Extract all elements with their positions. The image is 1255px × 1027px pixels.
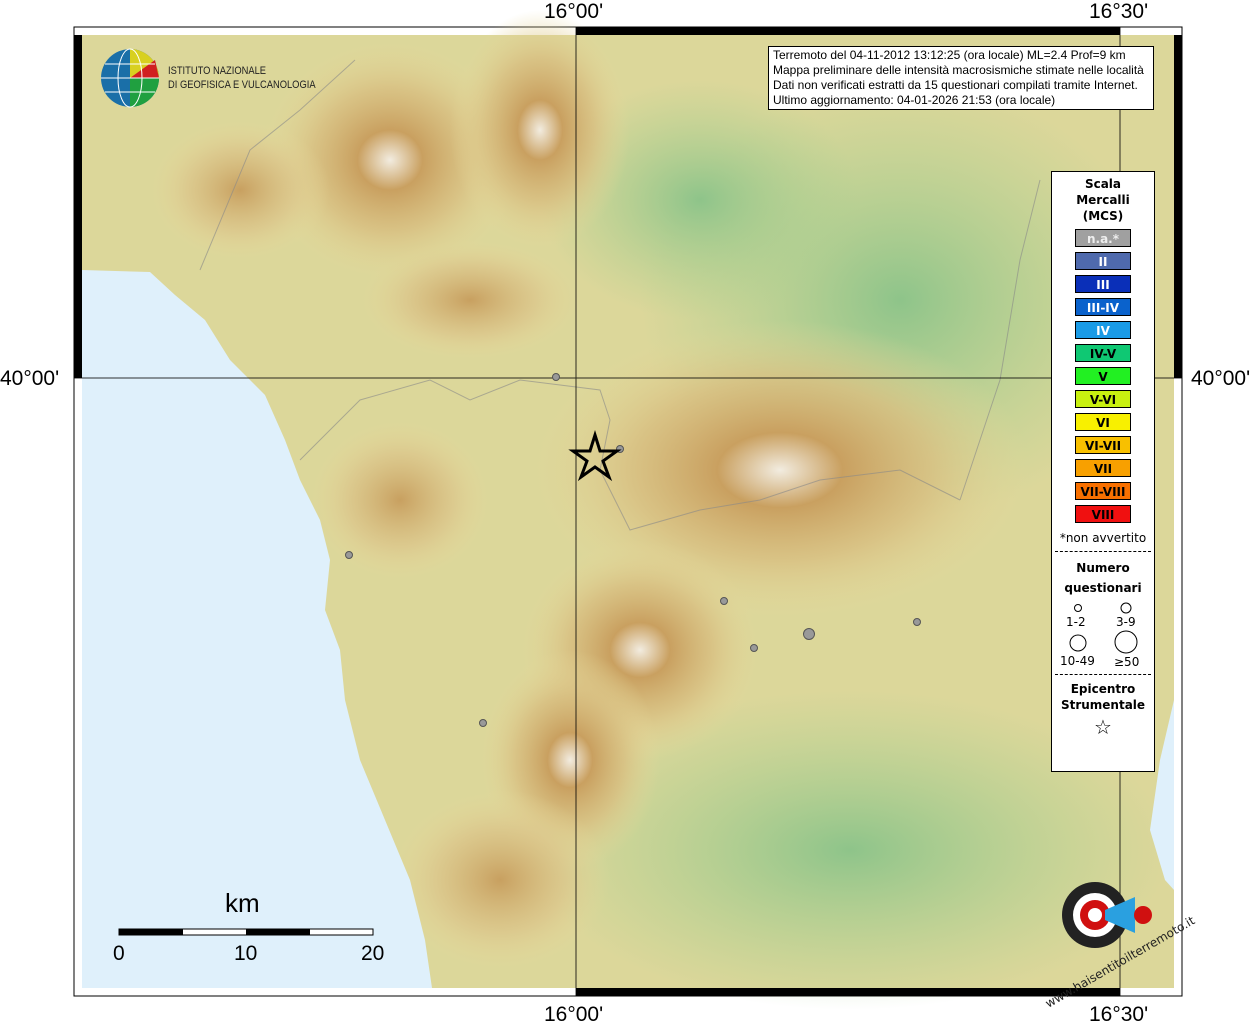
scale-unit: km [225, 888, 260, 918]
epicenter-title: Epicentro [1070, 682, 1136, 696]
legend-class-swatch: VII-VIII [1075, 482, 1131, 500]
frame [74, 27, 1182, 996]
lat-label-left: 40°00' [0, 367, 60, 390]
size-label: 10-49 [1060, 654, 1095, 668]
info-line: Ultimo aggiornamento: 04-01-2026 21:53 (… [773, 93, 1056, 107]
legend-class-swatch: IV-V [1075, 344, 1131, 362]
observation-point[interactable] [720, 597, 728, 605]
lon-label-bottom-16-30: 16°30' [1089, 1003, 1149, 1026]
legend-class-swatch: VI [1075, 413, 1131, 431]
observation-point[interactable] [552, 373, 560, 381]
legend-class-swatch: II [1075, 252, 1131, 270]
epicenter-star [568, 429, 622, 482]
legend-class-swatch: III-IV [1075, 298, 1131, 316]
legend-class-swatch: VII [1075, 459, 1131, 477]
observation-point[interactable] [750, 644, 758, 652]
event-info-box: Terremoto del 04-11-2012 13:12:25 (ora l… [768, 46, 1154, 110]
sea-east [1150, 700, 1174, 890]
legend-class-swatch: IV [1075, 321, 1131, 339]
scale-bar-graphic [118, 928, 374, 936]
institute-line1: ISTITUTO NAZIONALE [168, 65, 267, 77]
epicenter-title: Strumentale [1060, 698, 1146, 712]
scale-tick: 20 [361, 942, 385, 965]
legend-class-swatch: VIII [1075, 505, 1131, 523]
questionnaires-title: Numero [1076, 561, 1130, 575]
legend-title: Scala [1084, 177, 1122, 191]
lon-label-bottom-16-00: 16°00' [544, 1003, 604, 1026]
size-label: 3-9 [1116, 615, 1136, 629]
legend-title: Mercalli [1076, 193, 1130, 207]
legend-class-swatch: V-VI [1075, 390, 1131, 408]
lat-label-right: 40°00' [1191, 367, 1251, 390]
scale-tick: 10 [234, 942, 258, 965]
info-line: Terremoto del 04-11-2012 13:12:25 (ora l… [773, 48, 1126, 62]
legend-class-swatch: n.a.* [1075, 229, 1131, 247]
info-line: Dati non verificati estratti da 15 quest… [773, 78, 1138, 92]
questionnaires-title: questionari [1064, 581, 1142, 595]
legend-class-swatch: III [1075, 275, 1131, 293]
observation-point[interactable] [479, 719, 487, 727]
size-label: ≥50 [1114, 655, 1140, 669]
not-felt-note: *non avvertito [1059, 531, 1147, 545]
info-line: Mappa preliminare delle intensità macros… [773, 63, 1144, 77]
observation-point[interactable] [803, 628, 815, 640]
size-class-circles [1069, 602, 1138, 654]
star-icon: ☆ [1094, 715, 1112, 739]
legend-class-swatch: V [1075, 367, 1131, 385]
legend-title: (MCS) [1082, 209, 1124, 223]
legend-class-swatch: VI-VII [1075, 436, 1131, 454]
sea [82, 270, 432, 988]
observation-point[interactable] [913, 618, 921, 626]
lon-label-top-16-30: 16°30' [1089, 0, 1149, 23]
ingv-logo-icon [101, 48, 159, 108]
terrain [150, 10, 1170, 1010]
institute-line2: DI GEOFISICA E VULCANOLOGIA [168, 79, 316, 91]
lon-label-top-16-00: 16°00' [544, 0, 604, 23]
haisentito-logo [1062, 882, 1152, 948]
institute-name: ISTITUTO NAZIONALE DI GEOFISICA E VULCANO… [168, 64, 316, 92]
admin-borders [199, 59, 1041, 531]
scale-tick: 0 [113, 942, 125, 965]
legend: Scala Mercalli (MCS) n.a.* II III III-IV IV I… [1051, 171, 1155, 772]
scale-bar: km 0 10 20 [110, 888, 390, 978]
observation-point[interactable] [345, 551, 353, 559]
size-label: 1-2 [1066, 615, 1086, 629]
